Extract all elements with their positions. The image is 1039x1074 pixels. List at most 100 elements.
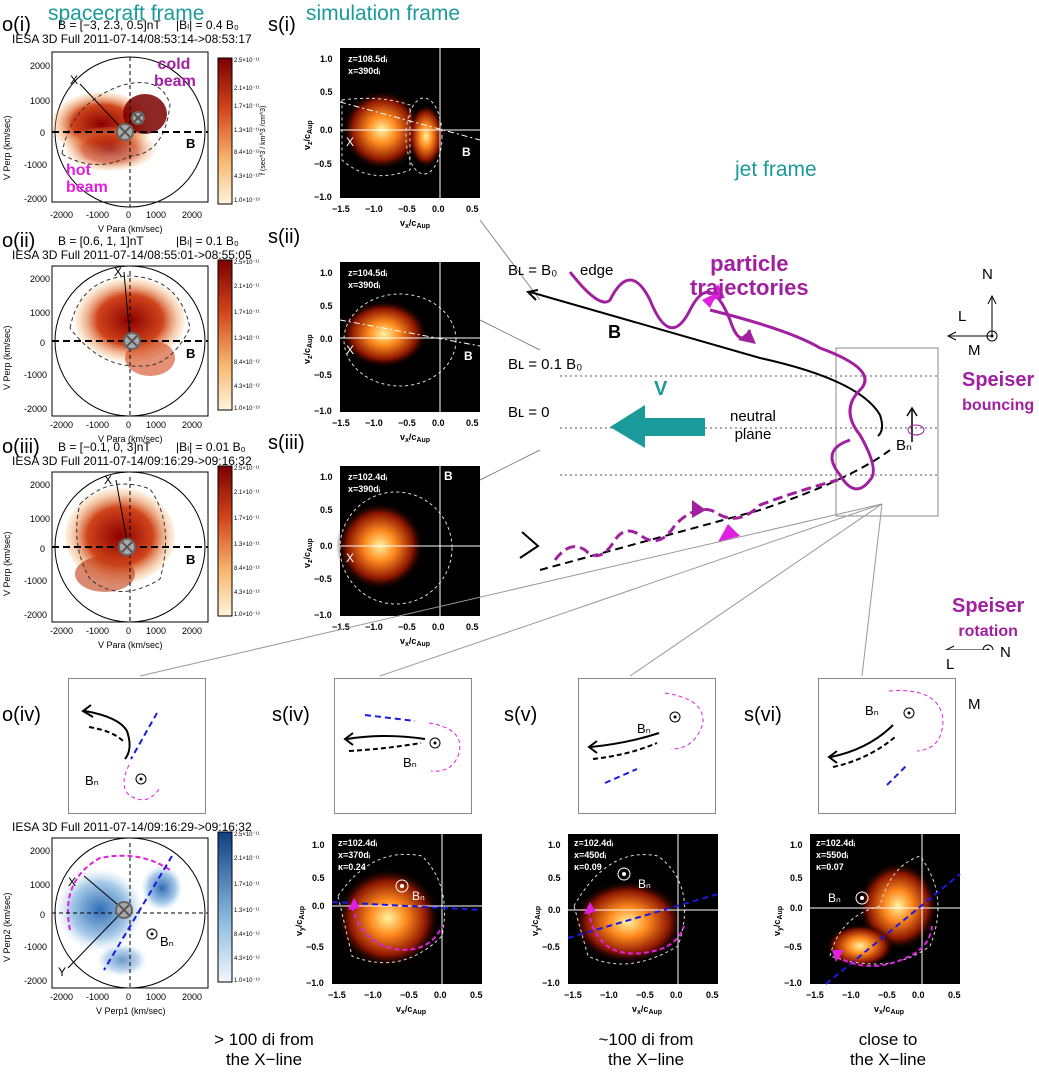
oiv-time: IESA 3D Full 2011-07-14/09:16:29->09:16:… [12,820,252,834]
siv-plot: Bₙ z=102.4dᵢ x=370dᵢ κ=0.24 1.0 0.5 0.0 −0.… [294,834,483,1016]
edge-label: edge [580,262,614,279]
panel-label-oi: o(i) [2,14,31,36]
svg-text:vx/cAup: vx/cAup [874,1004,904,1016]
oi-time: IESA 3D Full 2011-07-14/08:53:14->08:53:… [12,32,252,46]
svg-text:0: 0 [126,420,131,430]
si-plot: z=108.5dᵢ x=390dᵢ X B 1.0 0.5 0.0 −0.5 −1.0 −… [302,48,481,230]
oiii-bmag: |Bₗ| = 0.01 B₀ [176,440,246,454]
panel-label-oii: o(ii) [2,230,36,252]
svg-text:1.3×10⁻¹¹: 1.3×10⁻¹¹ [234,542,260,548]
svg-text:0.0: 0.0 [434,990,447,1000]
svg-text:0.5: 0.5 [466,418,479,428]
svg-text:0.0: 0.0 [320,125,333,135]
svg-text:1000: 1000 [146,210,166,220]
svg-text:2.1×10⁻¹¹: 2.1×10⁻¹¹ [234,490,260,496]
svg-text:-2000: -2000 [24,976,47,986]
oi-x-mark: X [70,73,78,87]
svg-text:-1000: -1000 [24,576,47,586]
svg-text:-2000: -2000 [50,992,73,1002]
svg-text:−0.5: −0.5 [878,990,896,1000]
svg-text:0.0: 0.0 [312,901,325,911]
svg-text:0.5: 0.5 [948,990,961,1000]
svg-text:1.7×10⁻¹¹: 1.7×10⁻¹¹ [234,882,260,888]
svg-text:0.5: 0.5 [706,990,719,1000]
oiii-bvec: B = [−0.1, 0, 3]nT [58,440,151,454]
svg-text:vy/cAup: vy/cAup [772,906,784,936]
oiv-ylabel: V Perp2 (km/sec) [2,892,12,962]
coordA-N: N [982,266,993,283]
svg-text:-2000: -2000 [24,194,47,204]
svg-text:x=390dᵢ: x=390dᵢ [348,280,381,290]
svg-text:−1.5: −1.5 [332,418,350,428]
svg-text:0.5: 0.5 [790,873,803,883]
svg-text:z=102.4dᵢ: z=102.4dᵢ [338,838,378,848]
jet-diagram [479,219,998,650]
hot-beam-label: hot beam [66,162,108,196]
svi-plot: Bₙ z=102.4dᵢ x=550dᵢ κ=0.07 1.0 0.5 0.0 −0.… [772,834,961,1016]
svg-text:1.0: 1.0 [320,472,333,482]
svg-text:0.5: 0.5 [312,873,325,883]
svg-text:0: 0 [126,210,131,220]
svg-text:vx/cAup: vx/cAup [400,218,430,230]
v-label: V [654,378,668,400]
panel-label-sv: s(v) [504,704,538,726]
svg-text:1.0×10⁻¹³: 1.0×10⁻¹³ [234,978,260,984]
svg-text:2.5×10⁻¹¹: 2.5×10⁻¹¹ [234,832,260,838]
svg-text:1.0×10⁻¹³: 1.0×10⁻¹³ [234,406,260,412]
speiser-bouncing-label: Speiser bouncing [962,369,1035,414]
svg-text:κ=0.09: κ=0.09 [574,862,602,872]
svg-text:1000: 1000 [30,880,50,890]
svg-text:8.4×10⁻¹²: 8.4×10⁻¹² [234,150,260,156]
caption-mid: ~100 di from the X−line [598,1030,694,1069]
svg-text:−0.5: −0.5 [306,942,324,952]
svg-text:0.5: 0.5 [466,622,479,632]
svg-text:−1.0: −1.0 [364,990,382,1000]
svg-text:1.3×10⁻¹¹: 1.3×10⁻¹¹ [234,336,260,342]
svg-text:1000: 1000 [146,420,166,430]
oi-ylabel: V Perp (km/sec) [2,115,12,180]
svg-text:4.3×10⁻¹²: 4.3×10⁻¹² [234,590,260,596]
svg-text:1.7×10⁻¹¹: 1.7×10⁻¹¹ [234,104,260,110]
siii-plot: z=102.4dᵢ x=390dᵢ X B 1.0 0.5 0.0 −0.5 −1.0 −… [302,466,480,648]
svg-text:2000: 2000 [30,846,50,856]
svg-text:x=450dᵢ: x=450dᵢ [574,850,607,860]
svg-text:0.0: 0.0 [320,541,333,551]
oi-plot: X B 2000 1000 0 -1000 -2000 -2000 -1000 0 1000 2… [24,51,260,234]
oi-bvec: B = [−3, 2.3, 0.5]nT [58,18,161,32]
svg-text:−1.5: −1.5 [564,990,582,1000]
svg-text:z=108.5dᵢ: z=108.5dᵢ [348,54,388,64]
fan-lines [139,503,883,677]
svg-text:0: 0 [126,992,131,1002]
particle-trajectories-label: particle trajectories [690,251,809,300]
mid-bl-label: Bʟ = 0.1 B₀ [508,356,583,373]
svg-text:-2000: -2000 [24,404,47,414]
panel-label-oiv: o(iv) [2,704,41,726]
svg-text:X: X [104,473,112,487]
svg-text:Y: Y [58,965,66,979]
svg-text:1.0: 1.0 [548,840,561,850]
svg-text:1.7×10⁻¹¹: 1.7×10⁻¹¹ [234,516,260,522]
svg-text:−1.0: −1.0 [314,192,332,202]
svg-text:−1.0: −1.0 [306,978,324,988]
svg-text:2000: 2000 [182,626,202,636]
coordA-M: M [968,342,981,359]
panel-label-siii: s(iii) [268,432,305,454]
svg-text:κ=0.24: κ=0.24 [338,862,366,872]
svg-text:vz/cAup: vz/cAup [302,334,314,364]
svg-text:−1.0: −1.0 [600,990,618,1000]
svg-text:2000: 2000 [182,420,202,430]
svg-text:−0.5: −0.5 [636,990,654,1000]
svg-text:−0.5: −0.5 [784,942,802,952]
coordB-N: N [1000,644,1011,661]
svg-text:1.0×10⁻¹³: 1.0×10⁻¹³ [234,612,260,618]
svg-text:X: X [346,343,354,357]
svg-text:−1.0: −1.0 [842,990,860,1000]
svg-text:4.3×10⁻¹²: 4.3×10⁻¹² [234,174,260,180]
svg-text:1000: 1000 [30,308,50,318]
svg-text:vx/cAup: vx/cAup [396,1004,426,1016]
svg-text:V Perp1 (km/sec): V Perp1 (km/sec) [96,1006,166,1016]
svg-text:−1.0: −1.0 [542,978,560,988]
svg-text:4.3×10⁻¹²: 4.3×10⁻¹² [234,384,260,390]
caption-far: > 100 di from the X−line [214,1030,314,1069]
svg-text:B: B [186,136,195,151]
